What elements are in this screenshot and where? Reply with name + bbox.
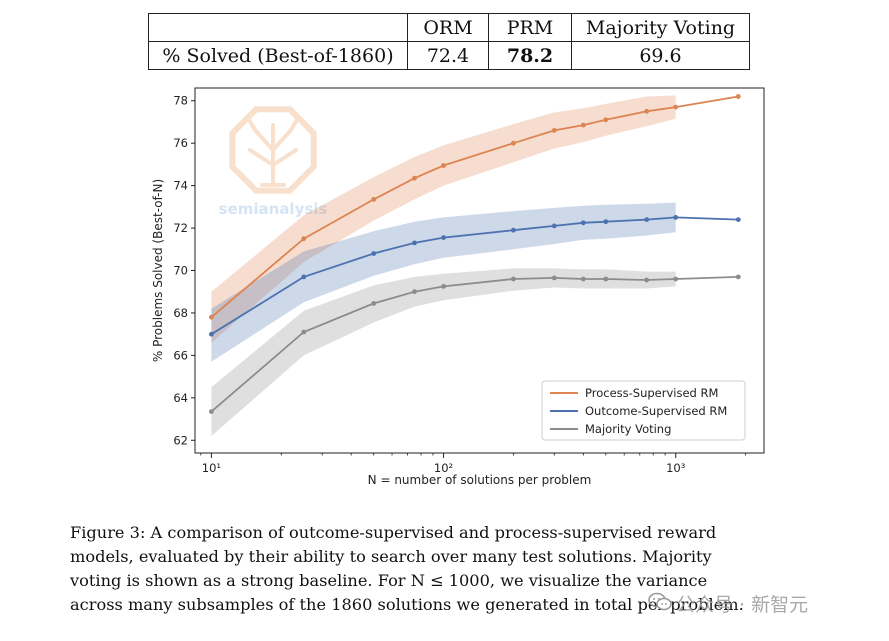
y-tick-label: 66 xyxy=(173,348,188,362)
table-row: % Solved (Best-of-1860) 72.4 78.2 69.6 xyxy=(148,41,750,70)
semianalysis-logo: semianalysis xyxy=(219,106,328,218)
y-tick-label: 62 xyxy=(173,433,188,447)
variance-band-2 xyxy=(211,268,676,436)
variance-band-1 xyxy=(211,202,676,362)
data-point-1-11 xyxy=(735,217,741,223)
x-tick-label: 10¹ xyxy=(202,461,221,475)
data-point-0-1 xyxy=(301,236,307,242)
data-point-0-5 xyxy=(511,140,516,146)
data-point-2-4 xyxy=(441,284,446,289)
data-point-2-11 xyxy=(735,274,741,280)
data-point-1-4 xyxy=(441,235,446,241)
wechat-icon xyxy=(648,592,672,611)
y-tick-label: 64 xyxy=(173,391,188,405)
data-point-1-2 xyxy=(371,251,377,256)
x-tick-label: 10² xyxy=(434,461,453,475)
x-tick-label: 10³ xyxy=(666,461,686,475)
data-point-2-3 xyxy=(412,289,417,295)
data-point-1-0 xyxy=(209,331,214,337)
y-tick-label: 70 xyxy=(173,264,188,278)
data-point-1-7 xyxy=(580,220,586,226)
data-point-1-10 xyxy=(673,215,679,220)
data-point-1-5 xyxy=(511,227,516,233)
row-label: % Solved (Best-of-1860) xyxy=(148,41,408,70)
data-point-1-6 xyxy=(551,223,557,229)
data-point-2-6 xyxy=(551,275,557,281)
watermark-label: semianalysis xyxy=(219,200,328,218)
data-point-0-8 xyxy=(603,117,609,123)
data-point-0-0 xyxy=(209,314,214,320)
data-point-2-1 xyxy=(301,329,307,335)
caption-line-2: models, evaluated by their ability to se… xyxy=(70,547,712,566)
data-point-2-10 xyxy=(673,276,679,282)
data-point-0-6 xyxy=(551,127,557,133)
y-tick-label: 78 xyxy=(173,94,188,108)
y-tick-label: 68 xyxy=(173,306,188,320)
value-orm: 72.4 xyxy=(407,41,489,70)
y-tick-label: 76 xyxy=(173,136,188,150)
variance-band-0 xyxy=(211,95,676,343)
y-axis-label: % Problems Solved (Best-of-N) xyxy=(151,179,165,362)
caption-line-3: voting is shown as a strong baseline. Fo… xyxy=(70,571,708,590)
data-point-0-3 xyxy=(412,175,417,181)
x-axis-label: N = number of solutions per problem xyxy=(368,473,592,487)
header-prm: PRM xyxy=(488,13,572,42)
legend-box xyxy=(541,380,746,441)
figure-caption: Figure 3: A comparison of outcome-superv… xyxy=(70,521,830,617)
data-point-2-5 xyxy=(511,276,516,282)
data-point-1-8 xyxy=(603,219,609,225)
series-line-1 xyxy=(210,216,739,335)
data-point-2-8 xyxy=(603,276,609,282)
data-point-2-2 xyxy=(371,301,377,306)
data-point-1-1 xyxy=(301,274,307,280)
data-point-1-9 xyxy=(644,217,650,223)
data-point-0-2 xyxy=(371,197,377,202)
data-point-0-9 xyxy=(644,108,650,114)
data-point-1-3 xyxy=(412,240,417,246)
value-majority-voting: 69.6 xyxy=(571,41,750,70)
y-tick-label: 74 xyxy=(173,179,188,193)
best-of-n-chart: semianalysis 62 64 66 68 70 72 74 76 78 10¹ 10² 10³ N… xyxy=(151,87,765,487)
value-prm: 78.2 xyxy=(488,41,572,70)
data-point-2-9 xyxy=(644,277,650,283)
results-table: ORM PRM Majority Voting % Solved (Best-o… xyxy=(148,13,750,70)
y-tick-label: 72 xyxy=(173,221,188,235)
logo-octagon xyxy=(229,106,317,194)
data-point-2-7 xyxy=(580,276,586,282)
caption-line-4: across many subsamples of the 1860 solut… xyxy=(70,595,744,614)
data-point-0-11 xyxy=(735,94,741,99)
caption-line-1: Figure 3: A comparison of outcome-superv… xyxy=(70,523,717,542)
logo-tree xyxy=(246,116,300,187)
data-point-0-7 xyxy=(580,122,586,128)
legend-label-0: Process-Supervised RM xyxy=(585,386,718,400)
data-point-0-10 xyxy=(673,104,679,110)
data-point-0-4 xyxy=(441,163,446,168)
legend-label-2: Majority Voting xyxy=(585,422,671,436)
series-line-2 xyxy=(210,276,739,413)
data-point-2-0 xyxy=(209,409,214,414)
series-line-0 xyxy=(210,95,739,318)
legend-label-1: Outcome-Supervised RM xyxy=(585,404,727,418)
legend: Process-Supervised RM Outcome-Supervised … xyxy=(541,380,746,441)
wechat-watermark-text: 公众号 · 新智元 xyxy=(676,594,809,616)
